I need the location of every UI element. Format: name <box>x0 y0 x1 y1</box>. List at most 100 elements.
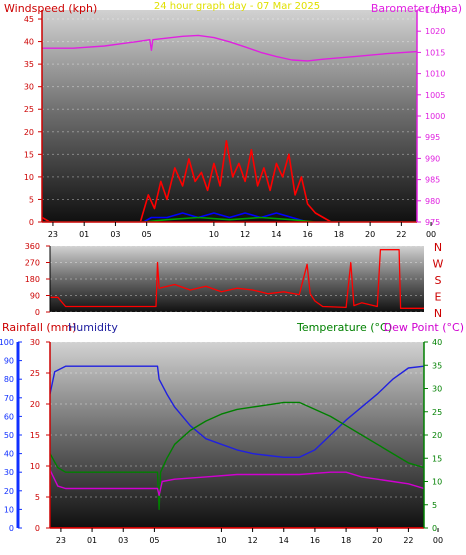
baro-tick-label: 995 <box>425 133 440 142</box>
baro-tick-label: 1025 <box>425 6 445 15</box>
time-tick-label: 14 <box>271 230 281 239</box>
baro-tick-label: 1000 <box>425 112 445 121</box>
time-tick-label: 01 <box>79 230 89 239</box>
direction-plot-area <box>50 246 424 312</box>
humidity-tick-label: 10 <box>4 505 14 514</box>
humidity-tick-label: 90 <box>4 357 14 366</box>
wind-tick-label: 15 <box>24 150 34 159</box>
baro-tick-label: 1015 <box>425 48 445 57</box>
humidity-tick-label: 30 <box>4 468 14 477</box>
temp-tick-label: 35 <box>432 361 442 370</box>
compass-label: E <box>435 291 442 304</box>
temp-tick-label: 10 <box>432 478 442 487</box>
humidity-tick-label: 100 <box>0 338 14 347</box>
time-tick-label: 16 <box>303 230 313 239</box>
dew-axis-label: Dew Point (°C) <box>384 321 464 334</box>
time-tick-label: 23 <box>48 230 58 239</box>
direction-tick-label: 360 <box>25 242 40 251</box>
direction-tick-label: 90 <box>30 292 40 301</box>
rain-axis-label: Rainfall (mm) <box>2 321 76 334</box>
wind-tick-label: 10 <box>24 173 34 182</box>
wind-tick-label: 25 <box>24 105 34 114</box>
baro-tick-label: 1020 <box>425 27 445 36</box>
rain-tick-label: 30 <box>30 338 40 347</box>
humidity-tick-label: 0 <box>9 524 14 533</box>
temp-axis-label: Temperature (°C) <box>296 321 392 334</box>
wind-tick-label: 20 <box>24 128 34 137</box>
wind-tick-label: 5 <box>29 195 34 204</box>
humidity-tick-label: 80 <box>4 375 14 384</box>
compass-label: N <box>434 307 442 320</box>
time-tick-label: 10 <box>209 230 219 239</box>
time-tick-label: 23 <box>56 536 66 545</box>
direction-tick-label: 270 <box>25 259 40 268</box>
baro-axis-label: Barometer (hpa) <box>371 2 462 15</box>
rain-tick-label: 0 <box>35 524 40 533</box>
wind-tick-label: 30 <box>24 83 34 92</box>
series-wind-direction <box>50 249 424 309</box>
time-tick-label: 22 <box>403 536 413 545</box>
time-tick-label: 16 <box>310 536 320 545</box>
series-barometer <box>42 34 417 62</box>
direction-tick-label: 180 <box>25 275 40 284</box>
time-tick-label: 10 <box>216 536 226 545</box>
series-low <box>42 216 417 222</box>
baro-tick-label: 975 <box>425 218 440 227</box>
time-tick-label: 12 <box>240 230 250 239</box>
series-average <box>42 212 417 222</box>
temp-tick-label: 20 <box>432 431 442 440</box>
time-tick-label: 20 <box>365 230 375 239</box>
humidity-axis-label: Humidity <box>68 321 118 334</box>
temp-tick-label: 5 <box>432 501 437 510</box>
time-tick-label: 18 <box>341 536 351 545</box>
series-gust <box>42 140 417 222</box>
humidity-tick-label: 50 <box>4 431 14 440</box>
humidity-tick-label: 40 <box>4 450 14 459</box>
temp-tick-label: 15 <box>432 454 442 463</box>
direction-tick-label: 0 <box>35 308 40 317</box>
time-tick-label: 12 <box>247 536 257 545</box>
baro-tick-label: 985 <box>425 176 440 185</box>
series-humidity <box>50 365 424 458</box>
rain-tick-label: 5 <box>35 493 40 502</box>
rain-tick-label: 15 <box>30 431 40 440</box>
compass-label: N <box>434 241 442 254</box>
humidity-tick-label: 60 <box>4 412 14 421</box>
wind-tick-label: 45 <box>24 15 34 24</box>
time-tick-label: 18 <box>334 230 344 239</box>
chart-title: 24 hour graph day - 07 Mar 2025 <box>154 1 320 12</box>
temp-tick-label: 25 <box>432 408 442 417</box>
humidity-tick-label: 20 <box>4 487 14 496</box>
wind-tick-label: 0 <box>29 218 34 227</box>
humidity-tick-label: 70 <box>4 394 14 403</box>
rain-tick-label: 20 <box>30 400 40 409</box>
baro-tick-label: 990 <box>425 154 440 163</box>
temp-tick-label: 40 <box>432 338 442 347</box>
series-temperature <box>50 401 424 511</box>
time-tick-label: 05 <box>142 230 152 239</box>
time-tick-label: 03 <box>118 536 128 545</box>
time-tick-label: 00 <box>426 230 436 239</box>
time-tick-label: 00 <box>433 536 443 545</box>
temp-tick-label: 0 <box>432 524 437 533</box>
time-tick-label: 01 <box>87 536 97 545</box>
time-tick-label: 03 <box>110 230 120 239</box>
wind-tick-label: 35 <box>24 60 34 69</box>
time-tick-label: 22 <box>396 230 406 239</box>
rain-tick-label: 10 <box>30 462 40 471</box>
series-dew-point <box>50 469 424 497</box>
baro-tick-label: 1010 <box>425 70 445 79</box>
time-tick-label: 20 <box>372 536 382 545</box>
wind-axis-label: Windspeed (kph) <box>4 2 97 15</box>
time-tick-label: 14 <box>279 536 289 545</box>
compass-label: W <box>433 258 444 271</box>
compass-label: S <box>435 274 442 287</box>
time-tick-label: 05 <box>149 536 159 545</box>
temp-tick-label: 30 <box>432 385 442 394</box>
baro-tick-label: 1005 <box>425 91 445 100</box>
baro-tick-label: 980 <box>425 197 440 206</box>
